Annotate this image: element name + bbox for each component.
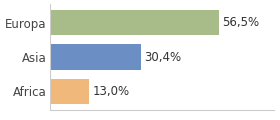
Bar bbox=[50, 78, 89, 104]
Text: 13,0%: 13,0% bbox=[92, 85, 129, 98]
Text: 56,5%: 56,5% bbox=[222, 16, 259, 29]
Text: 30,4%: 30,4% bbox=[144, 51, 181, 63]
Bar bbox=[50, 10, 219, 36]
Bar bbox=[50, 44, 141, 70]
